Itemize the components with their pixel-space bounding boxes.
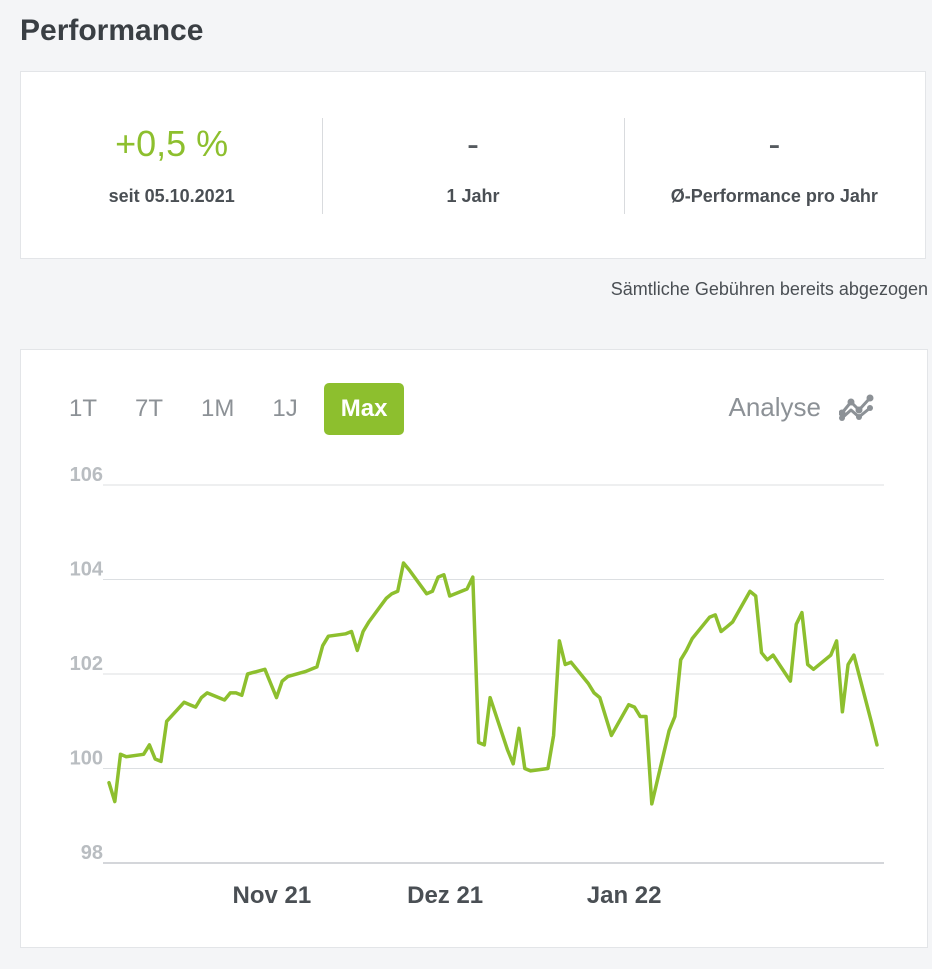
stat-since-start-label: seit 05.10.2021 bbox=[108, 186, 235, 206]
stat-since-start-value: +0,5 % bbox=[115, 123, 229, 164]
x-axis-ticks: Nov 21 Dez 21 Jan 22 bbox=[233, 882, 662, 909]
y-tick-label: 102 bbox=[70, 653, 103, 675]
y-tick-label: 106 bbox=[70, 464, 103, 486]
performance-line-chart: 106 104 102 100 98 Nov 21 Dez 21 Jan 22 bbox=[70, 464, 884, 909]
analyse-label: Analyse bbox=[728, 392, 822, 422]
tab-1m[interactable]: 1M bbox=[201, 395, 235, 422]
performance-chart-card: 106 104 102 100 98 Nov 21 Dez 21 Jan 22 1T 7T … bbox=[20, 349, 928, 948]
x-tick-label: Jan 22 bbox=[587, 882, 662, 909]
stat-avg-per-year-value: - bbox=[768, 123, 781, 164]
stat-one-year-label: 1 Jahr bbox=[446, 186, 500, 206]
page-title: Performance bbox=[20, 14, 204, 47]
fees-note: Sämtliche Gebühren bereits abgezogen bbox=[610, 279, 928, 299]
chart-grid bbox=[103, 484, 884, 864]
y-tick-label: 100 bbox=[70, 748, 103, 770]
x-tick-label: Dez 21 bbox=[407, 882, 483, 909]
stat-one-year-value: - bbox=[466, 123, 479, 164]
tab-7t[interactable]: 7T bbox=[135, 395, 164, 422]
x-tick-label: Nov 21 bbox=[233, 882, 312, 909]
y-tick-label: 104 bbox=[70, 559, 104, 581]
tab-1t[interactable]: 1T bbox=[69, 395, 98, 422]
stat-since-start: +0,5 % seit 05.10.2021 bbox=[21, 72, 322, 258]
analyse-chart-icon bbox=[839, 393, 875, 423]
tab-1j[interactable]: 1J bbox=[272, 395, 298, 422]
tab-max[interactable]: Max bbox=[323, 383, 405, 435]
y-axis-ticks: 106 104 102 100 98 bbox=[70, 464, 104, 864]
stat-avg-per-year-label: Ø-Performance pro Jahr bbox=[670, 186, 878, 206]
stat-avg-per-year: - Ø-Performance pro Jahr bbox=[623, 72, 925, 258]
stat-one-year: - 1 Jahr bbox=[322, 72, 623, 258]
performance-summary-card: +0,5 % seit 05.10.2021 - 1 Jahr - Ø-Perf… bbox=[20, 71, 926, 259]
analyse-button[interactable]: Analyse bbox=[729, 392, 876, 423]
range-tabs: 1T 7T 1M 1J Max bbox=[57, 383, 418, 435]
series-line-0 bbox=[107, 561, 879, 806]
y-tick-label: 98 bbox=[81, 842, 103, 864]
chart-series bbox=[107, 561, 879, 806]
